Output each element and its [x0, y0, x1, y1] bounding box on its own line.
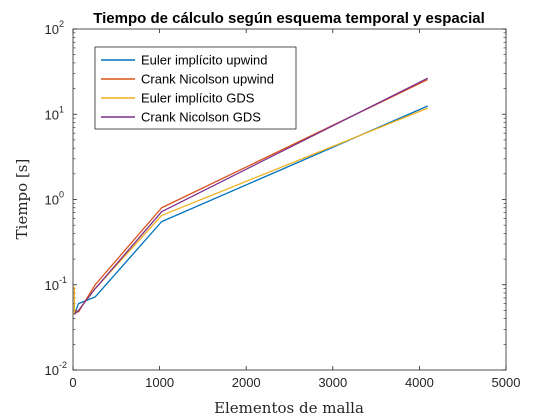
- y-tick-label-exponent: 2: [59, 19, 64, 29]
- legend-label: Crank Nicolson GDS: [141, 110, 261, 125]
- legend-label: Crank Nicolson upwind: [141, 72, 274, 87]
- y-tick-label-base: 10: [45, 107, 59, 122]
- series-line: [73, 105, 428, 315]
- legend-label: Euler implícito upwind: [141, 53, 267, 68]
- y-tick-label-exponent: 0: [59, 190, 64, 200]
- y-tick-label-base: 10: [45, 278, 59, 293]
- x-tick-label: 5000: [492, 375, 521, 390]
- legend: Euler implícito upwind Crank Nicolson upw…: [94, 46, 297, 130]
- y-tick-label-base: 10: [45, 363, 59, 378]
- x-tick-label: 4000: [405, 375, 434, 390]
- y-tick-label-base: 10: [45, 193, 59, 208]
- series-line: [73, 77, 429, 315]
- chart-title: Tiempo de cálculo según esquema temporal…: [93, 10, 485, 27]
- legend-label: Euler implícito GDS: [141, 91, 255, 106]
- y-tick-label-exponent: -2: [59, 360, 67, 370]
- plot-lines: [73, 77, 429, 315]
- x-tick-label: 3000: [318, 375, 347, 390]
- y-axis-label: Tiempo [s]: [13, 159, 31, 240]
- y-tick-label-exponent: -1: [59, 275, 67, 285]
- x-tick-label: 0: [69, 375, 76, 390]
- y-tick-label-base: 10: [45, 22, 59, 37]
- y-tick-label-exponent: 1: [59, 104, 64, 114]
- x-tick-label: 2000: [232, 375, 261, 390]
- x-tick-label: 1000: [145, 375, 174, 390]
- x-axis-label: Elementos de malla: [214, 399, 364, 417]
